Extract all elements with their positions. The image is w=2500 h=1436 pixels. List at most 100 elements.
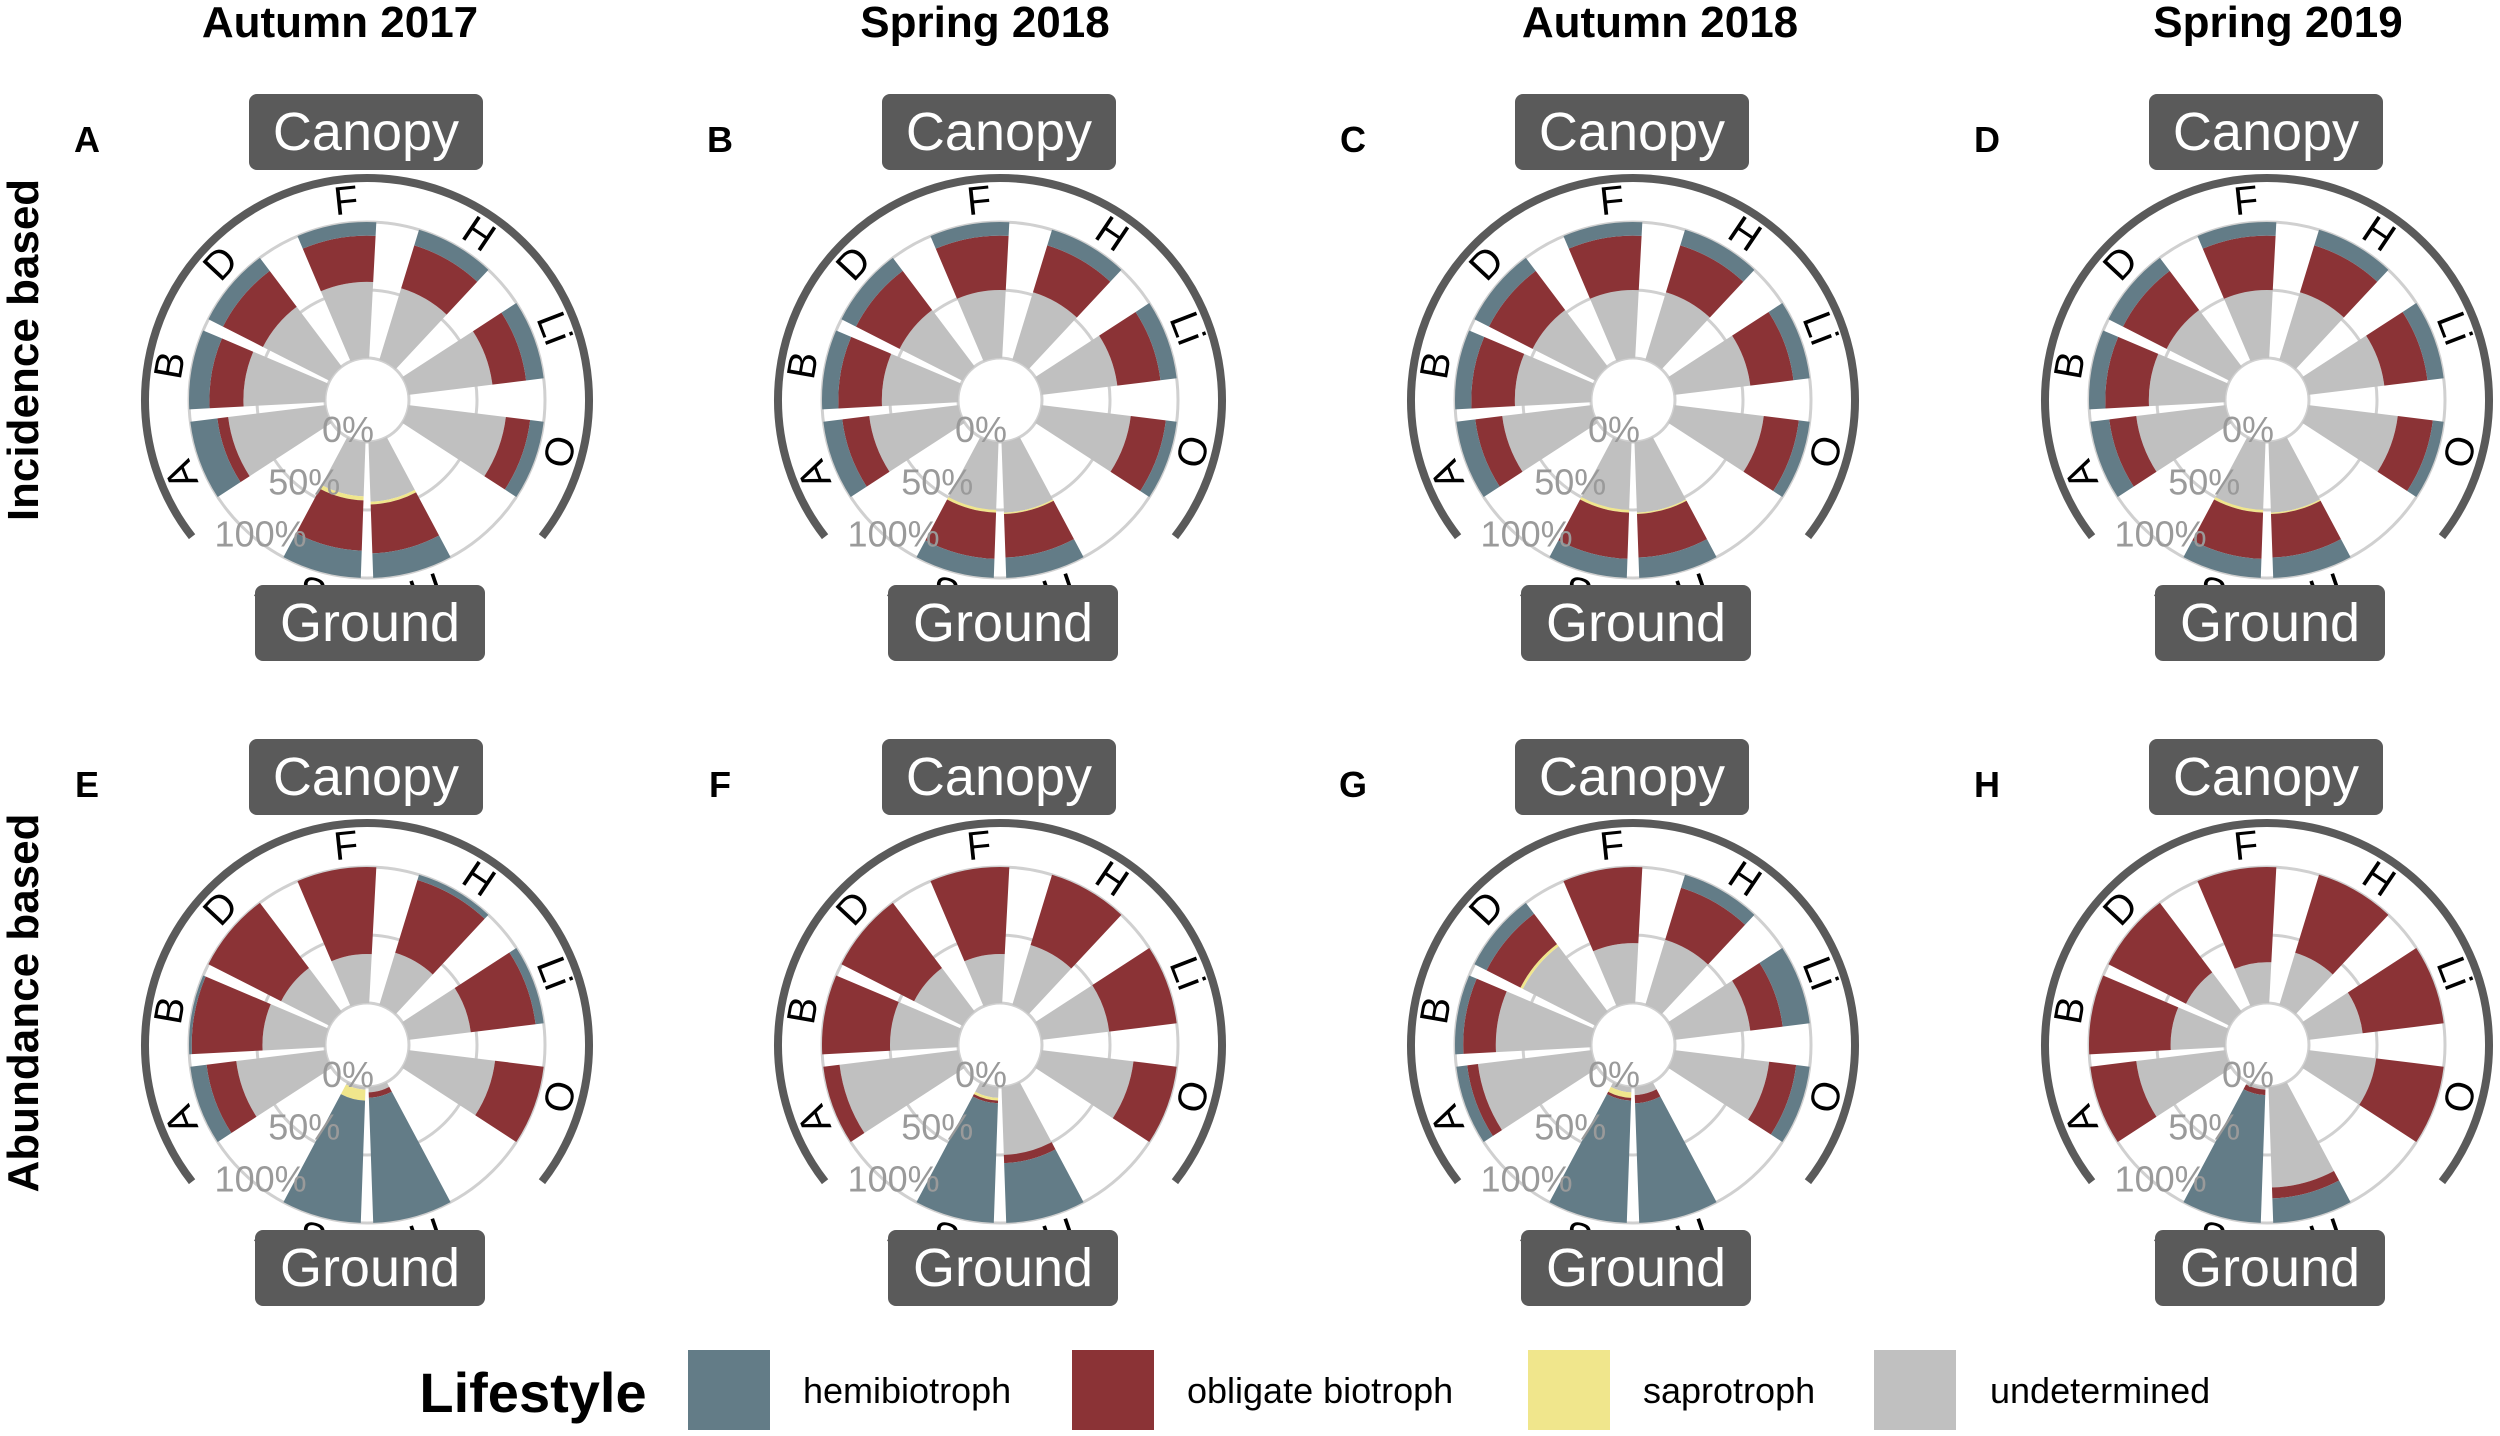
bar-f-undetermined	[1593, 943, 1639, 1007]
canopy-label: Canopy	[1539, 747, 1725, 807]
bar-d-undetermined	[914, 968, 975, 1026]
bar-f-obligate-biotroph	[297, 866, 377, 962]
bar-ll-hemibiotroph	[1004, 1149, 1084, 1223]
bar-a-undetermined	[236, 1050, 332, 1117]
bar-a-undetermined	[839, 1050, 965, 1134]
ground-box	[1521, 585, 1751, 661]
bar-ll-undetermined	[1001, 1082, 1052, 1155]
legend-swatch-obligate-biotroph	[1072, 1350, 1154, 1430]
canopy-group-arc	[141, 819, 593, 1185]
bar-d-undetermined	[1522, 946, 1608, 1026]
bar-b-obligate-biotroph	[209, 338, 254, 409]
legend-label: undetermined	[1990, 1370, 2210, 1411]
legend-swatch-saprotroph	[1528, 1350, 1610, 1430]
bar-li-obligate-biotroph	[1099, 311, 1161, 386]
bar-o-undetermined	[1668, 405, 1764, 472]
panel-letter: C	[1340, 119, 1366, 160]
radial-tick-label: 100%	[2115, 1158, 2207, 1199]
bar-ll-undetermined	[368, 1082, 390, 1093]
bar-h-obligate-biotroph	[1665, 245, 1744, 318]
bar-d-obligate-biotroph	[855, 270, 933, 349]
bar-b-hemibiotroph	[188, 330, 222, 410]
radial-tick-label: 100%	[2115, 513, 2207, 554]
ground-box	[255, 1230, 485, 1306]
bar-f-hemibiotroph	[297, 221, 377, 249]
row-title: Abundance based	[0, 814, 48, 1193]
bar-b-undetermined	[1495, 991, 1595, 1053]
canopy-group-arc	[141, 174, 593, 540]
bar-s-saprotroph	[1608, 1086, 1632, 1098]
panel-letter: H	[1974, 764, 2000, 805]
bar-a-hemibiotroph	[1456, 419, 1500, 497]
bar-b-hemibiotroph	[2088, 330, 2119, 410]
bar-s-hemibiotroph	[916, 540, 995, 578]
bar-li-hemibiotroph	[1759, 948, 1810, 1027]
bar-f-obligate-biotroph	[935, 235, 1009, 299]
bar-b-obligate-biotroph	[2105, 336, 2159, 409]
radial-tick-label: 50%	[2168, 1106, 2240, 1147]
canopy-label: Canopy	[906, 747, 1092, 807]
bar-a-undetermined	[228, 405, 332, 477]
canopy-box	[1515, 94, 1749, 170]
radial-tick-label: 50%	[1534, 1106, 1606, 1147]
radial-tick-label: 50%	[901, 461, 973, 502]
bar-li-obligate-biotroph	[1732, 962, 1783, 1031]
bar-li-hemibiotroph	[501, 303, 544, 381]
bar-f-obligate-biotroph	[2197, 866, 2277, 969]
column-title: Spring 2018	[860, 0, 1109, 47]
bar-d-hemibiotroph	[1474, 257, 1536, 327]
bar-a-obligate-biotroph	[823, 1064, 865, 1142]
ground-label: Ground	[2180, 1238, 2360, 1298]
bar-h-undetermined	[2279, 952, 2333, 1015]
bar-o-undetermined	[1035, 1050, 1134, 1119]
bar-li-undetermined	[1035, 985, 1110, 1040]
radial-tick-label: 0%	[955, 409, 1007, 450]
sector-label: F	[2232, 823, 2261, 869]
ground-box	[2155, 585, 2385, 661]
legend-label: hemibiotroph	[803, 1370, 1011, 1411]
bar-b-undetermined	[889, 1002, 962, 1051]
panel-letter: D	[1974, 119, 2000, 160]
bar-li-obligate-biotroph	[2347, 948, 2444, 1034]
bar-b-obligate-biotroph	[821, 975, 899, 1055]
bar-a-undetermined	[1477, 1050, 1598, 1131]
bar-o-undetermined	[402, 1050, 496, 1116]
bar-h-undetermined	[379, 288, 447, 370]
sector-label: F	[965, 178, 994, 224]
bar-h-undetermined	[2279, 292, 2344, 370]
ground-label: Ground	[280, 1238, 460, 1298]
canopy-label: Canopy	[2173, 747, 2359, 807]
bar-a-obligate-biotroph	[206, 1061, 257, 1134]
bar-s-hemibiotroph	[2183, 540, 2262, 578]
radial-tick-label: 0%	[1588, 409, 1640, 450]
bar-s-undetermined	[346, 1082, 366, 1090]
bar-h-obligate-biotroph	[1030, 874, 1122, 969]
ground-box	[888, 585, 1118, 661]
radial-tick-label: 50%	[1534, 461, 1606, 502]
bar-d-hemibiotroph	[1474, 902, 1535, 971]
ground-label: Ground	[1546, 1238, 1726, 1298]
bar-s-hemibiotroph	[1549, 1094, 1632, 1223]
radial-tick-label: 0%	[2222, 409, 2274, 450]
sector-label: F	[332, 178, 361, 224]
bar-a-obligate-biotroph	[1467, 1064, 1502, 1137]
bar-li-hemibiotroph	[1768, 303, 1810, 381]
bar-o-undetermined	[402, 405, 506, 477]
radial-tick-label: 0%	[955, 1054, 1007, 1095]
radial-tick-label: 0%	[322, 1054, 374, 1095]
canopy-box	[1515, 739, 1749, 815]
bar-li-hemibiotroph	[2402, 303, 2444, 381]
bar-o-hemibiotroph	[2407, 420, 2444, 497]
bar-o-hemibiotroph	[1140, 420, 1177, 497]
bar-f-undetermined	[1590, 289, 1639, 362]
bar-li-obligate-biotroph	[454, 952, 536, 1033]
bar-a-hemibiotroph	[823, 419, 867, 497]
ground-label: Ground	[280, 593, 460, 653]
radial-tick-label: 50%	[268, 461, 340, 502]
bar-d-undetermined	[2166, 309, 2242, 381]
radial-tick-label: 100%	[848, 1158, 940, 1199]
